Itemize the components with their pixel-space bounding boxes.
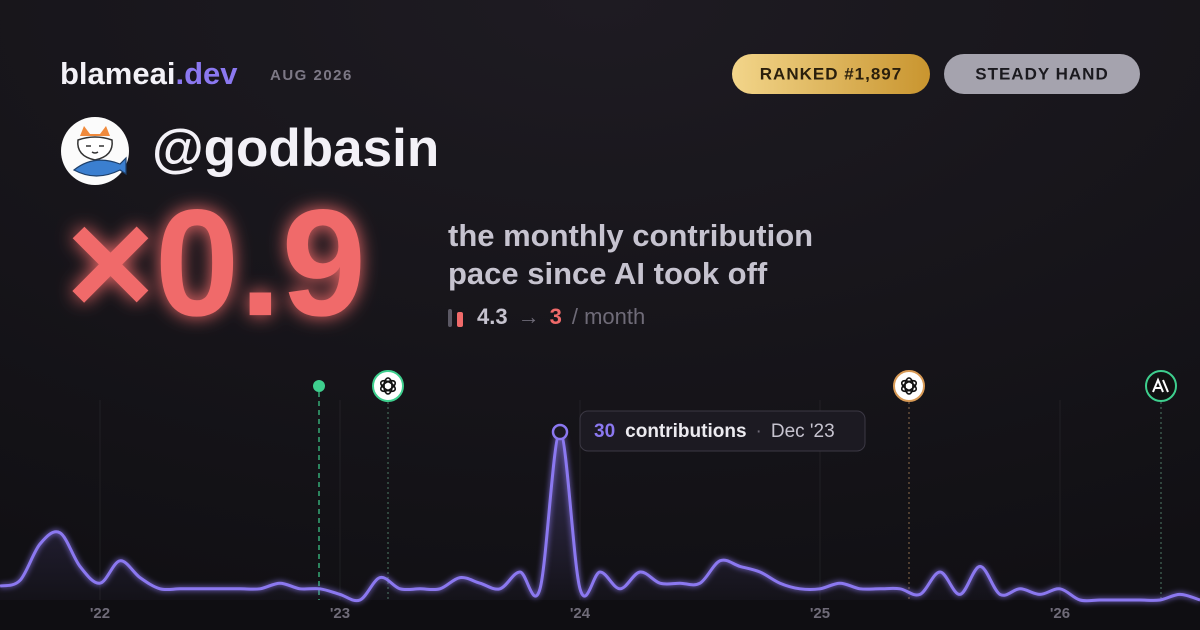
x-tick-label: '23 bbox=[330, 605, 350, 622]
caption-line: pace since AI took off bbox=[448, 256, 768, 291]
pace: 4.3 → 3 / month bbox=[477, 304, 645, 329]
pace-unit: / month bbox=[572, 304, 645, 329]
x-tick-label: '22 bbox=[90, 605, 110, 622]
tooltip-label: contributions bbox=[625, 421, 746, 442]
brand-name: blameai bbox=[60, 56, 175, 91]
plot: '22 '23 '24 '25 '26 bbox=[0, 423, 1200, 622]
tooltip-text: 30 contributions · Dec '23 bbox=[594, 421, 835, 442]
date: AUG 2026 bbox=[270, 67, 353, 84]
line-area bbox=[0, 432, 1200, 601]
tooltip-date: Dec '23 bbox=[771, 421, 835, 442]
pace-icon bbox=[457, 312, 463, 327]
pace-icon bbox=[448, 309, 452, 327]
x-tick-label: '26 bbox=[1050, 605, 1070, 622]
events bbox=[313, 370, 1177, 600]
handle: @godbasin bbox=[152, 119, 439, 178]
tooltip-sep: · bbox=[756, 421, 762, 442]
brand-suffix: .dev bbox=[175, 56, 238, 91]
tooltip-value: 30 bbox=[594, 421, 615, 442]
x-tick-label: '25 bbox=[810, 605, 830, 622]
line bbox=[0, 430, 1200, 603]
pace-arrow: → bbox=[518, 304, 540, 329]
pace-after: 3 bbox=[550, 304, 562, 329]
caption-line: the monthly contribution bbox=[448, 218, 813, 253]
multiplier: ×0.9 bbox=[66, 178, 366, 348]
peak-marker bbox=[551, 423, 569, 441]
tooltip-box bbox=[579, 410, 866, 452]
rank-badge bbox=[732, 54, 930, 94]
rank-badge-text: RANKED #1,897 bbox=[760, 64, 902, 83]
axis-band bbox=[0, 600, 1200, 630]
avatar bbox=[61, 117, 129, 185]
style-badge bbox=[944, 54, 1140, 94]
tooltip: 30 contributions · Dec '23 bbox=[579, 410, 866, 452]
pace-before: 4.3 bbox=[477, 304, 508, 329]
x-tick-label: '24 bbox=[570, 605, 591, 622]
brand: blameai.dev bbox=[60, 56, 238, 91]
style-badge-text: STEADY HAND bbox=[975, 64, 1108, 83]
